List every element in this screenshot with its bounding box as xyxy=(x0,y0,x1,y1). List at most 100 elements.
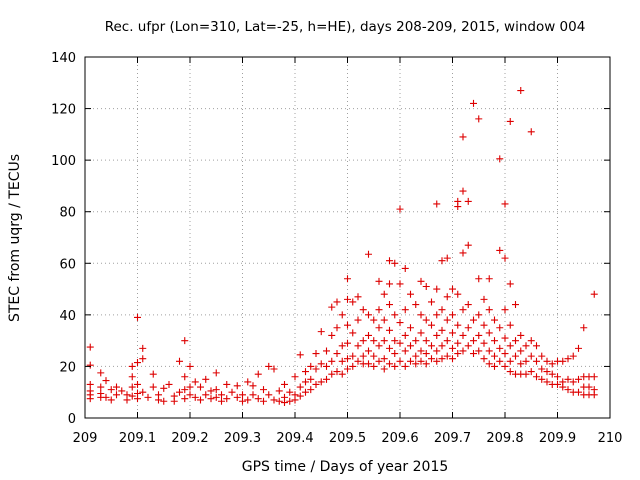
data-point xyxy=(307,362,315,370)
data-point xyxy=(349,362,357,370)
data-point xyxy=(506,280,514,288)
data-point xyxy=(412,360,420,368)
data-point xyxy=(485,347,493,355)
data-point xyxy=(464,241,472,249)
data-point xyxy=(344,355,351,363)
data-point xyxy=(386,326,393,334)
data-point xyxy=(270,396,278,404)
data-point xyxy=(386,301,393,309)
data-point xyxy=(202,375,210,383)
data-point xyxy=(585,383,593,391)
data-point xyxy=(506,342,514,350)
data-point xyxy=(496,246,504,254)
data-point xyxy=(338,342,346,350)
data-point xyxy=(417,347,425,355)
y-tick-label: 140 xyxy=(51,51,76,66)
data-point xyxy=(265,362,273,370)
data-point xyxy=(501,200,509,208)
data-point xyxy=(449,355,456,363)
data-point xyxy=(380,316,388,324)
data-point xyxy=(438,342,446,350)
data-point xyxy=(386,257,393,265)
data-point xyxy=(370,337,378,345)
data-point xyxy=(412,337,420,345)
data-point xyxy=(281,399,288,407)
data-point xyxy=(554,380,561,388)
data-point xyxy=(480,355,488,363)
data-point xyxy=(475,275,483,283)
data-point xyxy=(396,357,404,365)
data-point xyxy=(380,337,388,345)
data-point xyxy=(359,306,367,314)
data-point xyxy=(501,350,509,358)
data-point xyxy=(170,397,178,405)
data-point xyxy=(270,365,278,373)
data-point xyxy=(396,339,404,347)
data-point xyxy=(517,87,525,95)
data-point xyxy=(312,350,320,358)
data-point xyxy=(312,380,320,388)
data-point xyxy=(391,311,399,319)
data-point xyxy=(191,393,199,401)
data-point xyxy=(349,352,357,360)
data-point xyxy=(365,311,372,319)
data-point xyxy=(160,397,168,405)
data-point xyxy=(543,357,551,365)
data-point xyxy=(533,357,540,365)
data-point xyxy=(317,328,325,336)
data-point xyxy=(401,331,409,339)
data-point xyxy=(317,360,325,368)
data-point xyxy=(485,329,493,337)
data-point xyxy=(491,337,498,345)
data-point xyxy=(102,393,110,401)
data-point xyxy=(470,337,477,345)
data-point xyxy=(181,373,189,381)
x-tick-label: 209.8 xyxy=(486,431,523,446)
x-tick-label: 209.7 xyxy=(434,431,471,446)
data-point xyxy=(97,369,105,377)
data-point xyxy=(522,342,530,350)
data-point xyxy=(454,321,462,329)
data-point xyxy=(354,316,362,324)
data-point xyxy=(401,347,409,355)
data-point xyxy=(265,391,273,399)
data-point xyxy=(113,391,120,399)
data-point xyxy=(260,397,267,405)
data-point xyxy=(307,386,315,394)
data-point xyxy=(391,337,399,345)
x-tick-label: 209.3 xyxy=(224,431,261,446)
data-point xyxy=(475,311,483,319)
data-point xyxy=(407,342,414,350)
data-point xyxy=(296,351,304,359)
data-point xyxy=(590,373,598,381)
data-point xyxy=(438,306,446,314)
data-point xyxy=(160,384,168,392)
data-point xyxy=(396,205,404,213)
data-point xyxy=(370,352,378,360)
data-point xyxy=(485,360,493,368)
data-point xyxy=(296,383,304,391)
data-point xyxy=(239,397,246,405)
data-point xyxy=(302,368,309,376)
y-tick-label: 80 xyxy=(59,206,76,221)
data-point xyxy=(533,373,540,381)
data-point xyxy=(575,375,582,383)
data-point xyxy=(333,324,341,332)
y-axis-label: STEC from uqrg / TECUs xyxy=(7,154,23,322)
x-axis-label: GPS time / Days of year 2015 xyxy=(242,459,449,475)
data-point xyxy=(391,350,399,358)
data-point xyxy=(464,301,472,309)
data-point xyxy=(422,350,430,358)
data-point xyxy=(433,200,441,208)
y-tick-label: 100 xyxy=(51,154,76,169)
data-point xyxy=(527,337,535,345)
data-point xyxy=(433,357,441,365)
data-point xyxy=(134,359,141,367)
data-point xyxy=(569,378,577,386)
data-point xyxy=(590,290,598,298)
data-point xyxy=(422,316,430,324)
data-point xyxy=(391,362,399,370)
data-point xyxy=(522,370,530,378)
data-point xyxy=(181,386,189,394)
data-point xyxy=(428,321,435,329)
